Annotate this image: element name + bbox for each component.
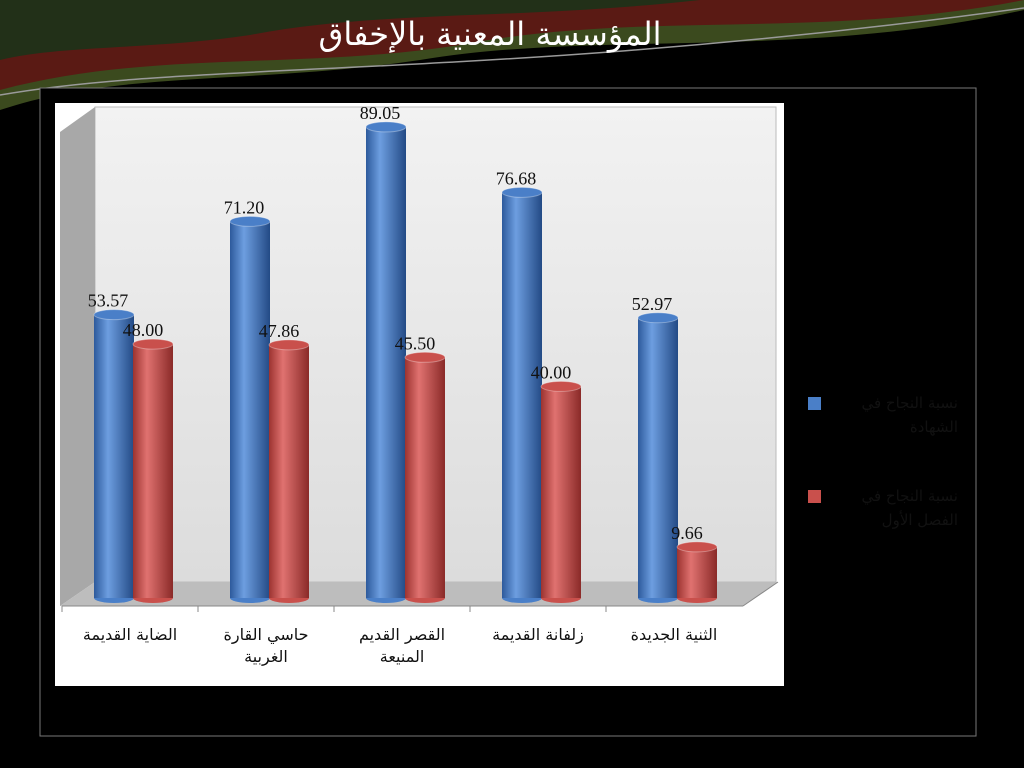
legend-label: نسبة النجاح في الفصل الأول <box>861 487 958 529</box>
bar-top <box>404 351 446 363</box>
bar <box>133 344 173 598</box>
data-label: 45.50 <box>395 333 436 353</box>
side-wall <box>60 107 95 606</box>
x-tick-label: زلفانة القديمة <box>492 625 584 644</box>
bar <box>230 221 270 599</box>
x-tick-label-box: الثنية الجديدة <box>630 625 718 644</box>
bar <box>677 546 717 598</box>
bar <box>405 357 445 598</box>
bar-top <box>501 186 543 198</box>
legend-swatch <box>808 397 821 410</box>
data-label: 40.00 <box>531 362 572 382</box>
x-tick-label: حاسي القارة الغربية <box>223 625 309 666</box>
bar <box>541 386 581 598</box>
x-tick-label-box: حاسي القارة الغربية <box>223 625 309 666</box>
bar <box>502 192 542 598</box>
legend-label-box: نسبة النجاح في الشهادة <box>861 394 958 436</box>
x-tick-label-box: القصر القديم المنيعة <box>358 625 446 666</box>
decor-line <box>0 7 1024 96</box>
bar-top <box>676 541 718 553</box>
data-label: 52.97 <box>632 294 673 314</box>
data-label: 9.66 <box>671 523 703 543</box>
data-label: 53.57 <box>88 291 129 311</box>
data-label: 89.05 <box>360 103 401 123</box>
bar-top <box>93 309 135 321</box>
bar <box>638 317 678 598</box>
bar-top <box>540 380 582 392</box>
bar-top <box>132 338 174 350</box>
data-label: 48.00 <box>123 320 164 340</box>
bar <box>94 314 134 598</box>
legend-swatch <box>808 490 821 503</box>
x-axis-depth <box>742 581 779 607</box>
data-label: 47.86 <box>259 321 300 341</box>
bar <box>269 344 309 598</box>
data-label: 71.20 <box>224 197 265 217</box>
bar-top <box>365 121 407 133</box>
decor-dark <box>0 0 700 60</box>
x-tick-label-box: الضاية القديمة <box>82 625 178 644</box>
x-tick-label: الضاية القديمة <box>82 625 178 644</box>
x-tick-label: الثنية الجديدة <box>630 625 718 644</box>
x-tick-label: القصر القديم المنيعة <box>358 625 446 666</box>
x-tick-label-box: زلفانة القديمة <box>492 625 584 644</box>
data-label: 76.68 <box>496 168 537 188</box>
chart-title: المؤسسة المعنية بالإخفاق <box>318 15 661 53</box>
bar-top <box>268 339 310 351</box>
legend-label: نسبة النجاح في الشهادة <box>861 394 958 436</box>
legend-label-box: نسبة النجاح في الفصل الأول <box>861 487 958 529</box>
bar <box>366 126 406 598</box>
bar-top <box>229 215 271 227</box>
bar-top <box>637 312 679 324</box>
